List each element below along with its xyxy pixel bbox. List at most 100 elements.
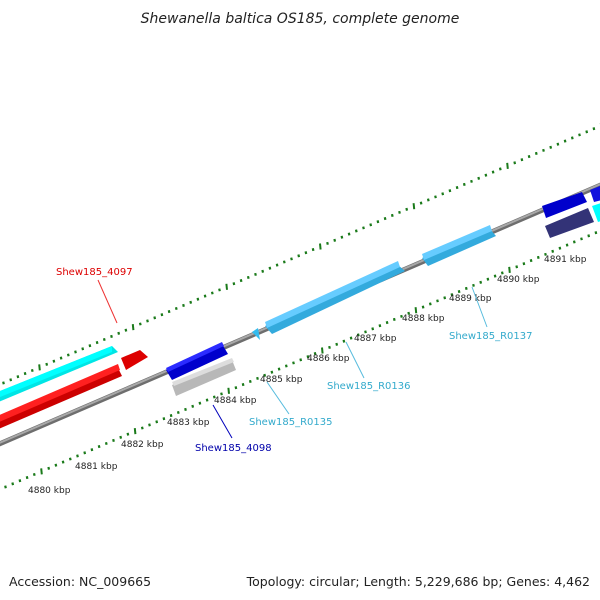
cds-feature-blue-right[interactable] bbox=[542, 192, 587, 218]
minor-tick bbox=[306, 355, 310, 359]
inner-tick-track bbox=[4, 231, 598, 489]
leader-line-blue bbox=[212, 404, 233, 439]
dark-feature-right[interactable] bbox=[545, 208, 594, 238]
minor-tick bbox=[304, 251, 308, 255]
minor-tick bbox=[32, 472, 36, 477]
minor-tick bbox=[362, 226, 365, 230]
tick-label: 4889 kbp bbox=[449, 294, 492, 304]
minor-tick bbox=[196, 297, 200, 301]
minor-tick bbox=[356, 333, 360, 337]
minor-tick bbox=[493, 274, 497, 278]
tick-label: 4881 kbp bbox=[75, 462, 118, 472]
minor-tick bbox=[441, 192, 445, 196]
major-tick bbox=[40, 468, 43, 475]
gene-label-shew185-r0137[interactable]: Shew185_R0137 bbox=[449, 331, 533, 342]
minor-tick bbox=[169, 414, 173, 418]
minor-tick bbox=[220, 392, 223, 396]
minor-tick bbox=[246, 275, 250, 280]
minor-tick bbox=[472, 283, 475, 287]
major-tick bbox=[414, 307, 418, 314]
minor-tick bbox=[182, 303, 185, 307]
major-tick bbox=[225, 283, 228, 290]
minor-tick bbox=[364, 330, 367, 334]
cds-feature-blue[interactable] bbox=[166, 344, 228, 380]
minor-tick bbox=[484, 173, 488, 177]
leader-line-r0136 bbox=[345, 341, 365, 379]
minor-tick bbox=[419, 201, 423, 205]
minor-tick bbox=[95, 341, 99, 345]
minor-tick bbox=[529, 259, 533, 263]
minor-tick bbox=[268, 266, 272, 270]
rna-feature-r0137[interactable] bbox=[422, 229, 496, 266]
leader-line-r0137 bbox=[471, 286, 488, 328]
minor-tick bbox=[297, 254, 301, 258]
gene-label-shew185-4097[interactable]: Shew185_4097 bbox=[56, 267, 133, 278]
minor-tick bbox=[383, 217, 387, 221]
minor-tick bbox=[126, 432, 130, 436]
rna-feature-r0135[interactable] bbox=[252, 328, 260, 340]
minor-tick bbox=[407, 311, 411, 315]
minor-tick bbox=[400, 314, 403, 318]
minor-tick bbox=[385, 321, 389, 325]
minor-tick bbox=[457, 290, 461, 294]
minor-tick bbox=[275, 263, 279, 267]
minor-tick bbox=[239, 279, 243, 283]
minor-tick bbox=[479, 280, 483, 284]
outer-tick-track bbox=[2, 122, 600, 385]
minor-tick bbox=[61, 460, 65, 464]
minor-tick bbox=[558, 246, 562, 250]
minor-tick bbox=[124, 328, 128, 332]
minor-tick bbox=[88, 344, 92, 348]
minor-tick bbox=[218, 288, 221, 292]
minor-tick bbox=[392, 317, 396, 322]
major-tick bbox=[412, 203, 416, 210]
summary-text: Topology: circular; Length: 5,229,686 bp… bbox=[246, 574, 590, 589]
cds-feature-red-small[interactable] bbox=[121, 350, 148, 370]
minor-tick bbox=[491, 170, 495, 174]
rna-feature-r0136[interactable] bbox=[265, 265, 405, 334]
minor-tick bbox=[563, 139, 567, 143]
minor-tick bbox=[426, 198, 430, 202]
minor-tick bbox=[117, 331, 121, 335]
minor-tick bbox=[52, 359, 56, 363]
cds-feature-blue-edge[interactable] bbox=[590, 182, 600, 202]
minor-tick bbox=[376, 220, 380, 224]
minor-tick bbox=[112, 438, 115, 442]
cds-feature-cyan-edge[interactable] bbox=[592, 200, 600, 222]
cds-feature-red[interactable] bbox=[0, 368, 122, 431]
minor-tick bbox=[448, 189, 452, 193]
minor-tick bbox=[90, 448, 94, 452]
minor-tick bbox=[140, 426, 144, 430]
cds-feature-blue-top bbox=[166, 342, 224, 372]
minor-tick bbox=[263, 373, 267, 377]
minor-tick bbox=[313, 352, 317, 356]
minor-tick bbox=[580, 237, 583, 241]
minor-tick bbox=[549, 145, 553, 149]
minor-tick bbox=[155, 420, 159, 424]
minor-tick bbox=[534, 151, 538, 156]
minor-tick bbox=[464, 286, 468, 291]
minor-tick bbox=[434, 195, 437, 199]
tick-label: 4885 kbp bbox=[260, 375, 303, 385]
minor-tick bbox=[205, 398, 209, 402]
gene-label-shew185-r0136[interactable]: Shew185_R0136 bbox=[327, 381, 411, 392]
minor-tick bbox=[299, 358, 303, 362]
accession-text: Accession: NC_009665 bbox=[9, 574, 151, 589]
minor-tick bbox=[421, 305, 425, 309]
minor-tick bbox=[284, 364, 288, 368]
minor-tick bbox=[83, 451, 87, 455]
minor-tick bbox=[212, 395, 216, 399]
major-tick bbox=[506, 162, 509, 169]
minor-tick bbox=[443, 296, 447, 300]
gene-label-shew185-4098[interactable]: Shew185_4098 bbox=[195, 443, 272, 454]
gene-label-shew185-r0135[interactable]: Shew185_R0135 bbox=[249, 417, 333, 428]
grey-feature[interactable] bbox=[172, 360, 236, 396]
major-tick bbox=[319, 243, 322, 250]
minor-tick bbox=[261, 269, 265, 273]
minor-tick bbox=[542, 148, 545, 152]
minor-tick bbox=[59, 356, 63, 360]
minor-tick bbox=[189, 300, 193, 304]
minor-tick bbox=[405, 207, 409, 211]
major-tick bbox=[321, 347, 324, 354]
